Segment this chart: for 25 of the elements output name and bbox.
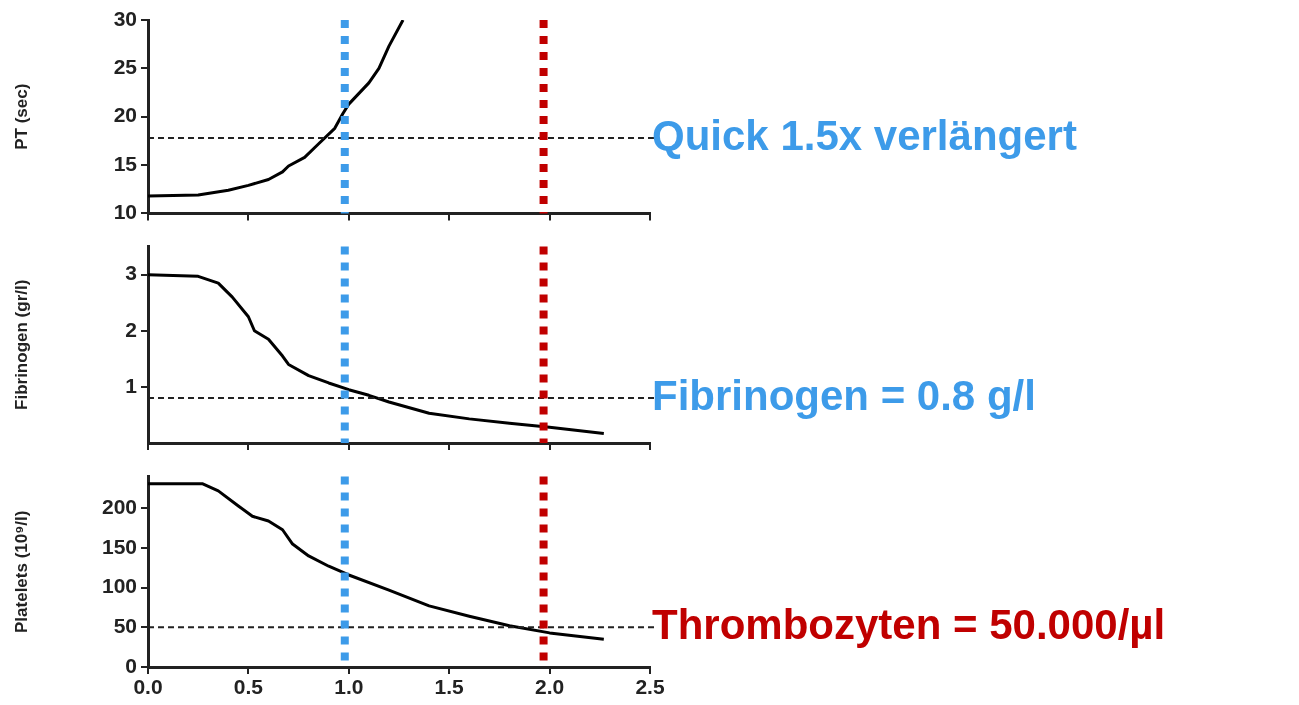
y-tick-label: 50	[113, 614, 137, 638]
ref-line-label: Thrombozyten = 50.000/µl	[652, 600, 1166, 648]
ref-line-label: Quick 1.5x verlängert	[652, 111, 1077, 159]
x-tick-label: 0.5	[233, 675, 264, 699]
y-tick-label: 2	[125, 317, 137, 341]
y-axis-title: Platelets (10⁹/l)	[11, 510, 31, 633]
x-tick-label: 2.0	[535, 675, 565, 699]
x-tick-label: 2.5	[635, 675, 665, 699]
y-tick-label: 100	[101, 574, 137, 598]
x-tick-label: 0.0	[133, 675, 163, 699]
y-tick-label: 25	[113, 55, 138, 79]
y-tick-label: 0	[125, 653, 137, 677]
y-tick-label: 3	[125, 261, 137, 285]
y-tick-label: 150	[101, 534, 137, 558]
y-tick-label: 1	[125, 373, 138, 397]
y-tick-label: 20	[113, 103, 137, 127]
ref-line-label: Fibrinogen = 0.8 g/l	[652, 371, 1036, 419]
y-axis-title: PT (sec)	[11, 83, 31, 150]
y-tick-label: 15	[113, 151, 138, 175]
x-tick-label: 1.5	[434, 675, 465, 699]
y-axis-title: Fibrinogen (gr/l)	[11, 279, 31, 410]
x-tick-label: 1.0	[334, 675, 364, 699]
y-tick-label: 30	[113, 6, 137, 30]
y-tick-label: 10	[113, 200, 137, 224]
y-tick-label: 200	[101, 495, 137, 519]
